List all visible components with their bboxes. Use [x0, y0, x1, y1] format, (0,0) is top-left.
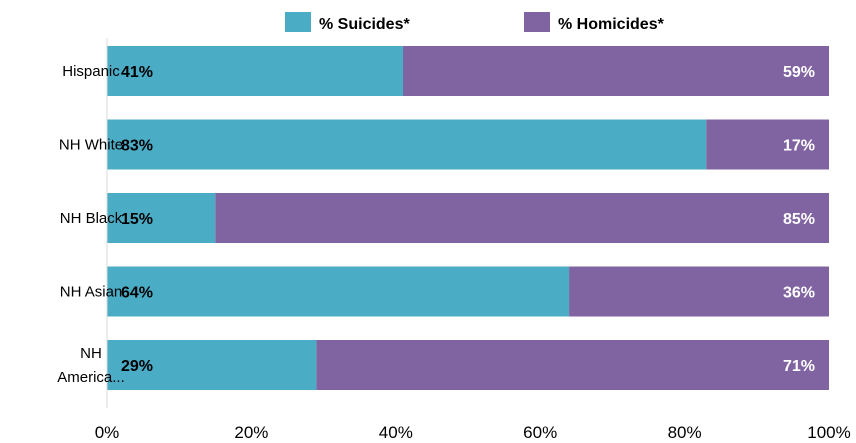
bars — [107, 46, 830, 390]
value-labels: 41% 59% 83% 17% 15% 85% 64% 36% 29% 71% — [121, 64, 815, 375]
bar-suicides-4 — [107, 340, 317, 390]
value-label-suicides-3: 64% — [121, 285, 153, 302]
value-label-homicides-0: 59% — [783, 64, 815, 81]
bar-homicides-3 — [569, 266, 829, 317]
legend-label-homicides: % Homicides* — [558, 16, 665, 33]
category-label-4-line-1: America... — [57, 369, 125, 386]
x-tick-label-0: 0% — [95, 423, 120, 442]
bar-suicides-3 — [107, 266, 570, 317]
bar-suicides-2 — [107, 193, 216, 243]
x-tick-label-4: 80% — [668, 423, 702, 442]
x-axis-tick-labels: 0% 20% 40% 60% 80% 100% — [95, 423, 851, 442]
legend: % Suicides* % Homicides* — [285, 12, 665, 33]
x-tick-label-1: 20% — [234, 423, 268, 442]
legend-swatch-homicides — [524, 12, 550, 32]
x-tick-label-5: 100% — [807, 423, 850, 442]
bar-homicides-0 — [403, 46, 829, 96]
category-labels: Hispanic NH White NH Black NH Asian NH Americ… — [57, 63, 125, 386]
category-label-3: NH Asian — [60, 284, 123, 301]
bar-suicides-0 — [107, 46, 404, 96]
x-tick-label-3: 60% — [523, 423, 557, 442]
value-label-suicides-4: 29% — [121, 358, 153, 375]
bar-homicides-4 — [316, 340, 829, 390]
value-label-suicides-1: 83% — [121, 138, 153, 155]
bar-homicides-2 — [215, 193, 830, 243]
category-label-4-line-0: NH — [80, 345, 102, 362]
category-label-0: Hispanic — [62, 63, 120, 80]
category-label-2: NH Black — [60, 210, 123, 227]
legend-swatch-suicides — [285, 12, 311, 32]
value-label-homicides-1: 17% — [783, 138, 815, 155]
bar-suicides-1 — [107, 119, 707, 170]
value-label-homicides-2: 85% — [783, 211, 815, 228]
value-label-suicides-2: 15% — [121, 211, 153, 228]
value-label-homicides-3: 36% — [783, 285, 815, 302]
value-label-suicides-0: 41% — [121, 64, 153, 81]
legend-label-suicides: % Suicides* — [319, 16, 410, 33]
x-tick-label-2: 40% — [379, 423, 413, 442]
value-label-homicides-4: 71% — [783, 358, 815, 375]
bar-homicides-1 — [706, 119, 829, 170]
category-label-1: NH White — [59, 137, 123, 154]
